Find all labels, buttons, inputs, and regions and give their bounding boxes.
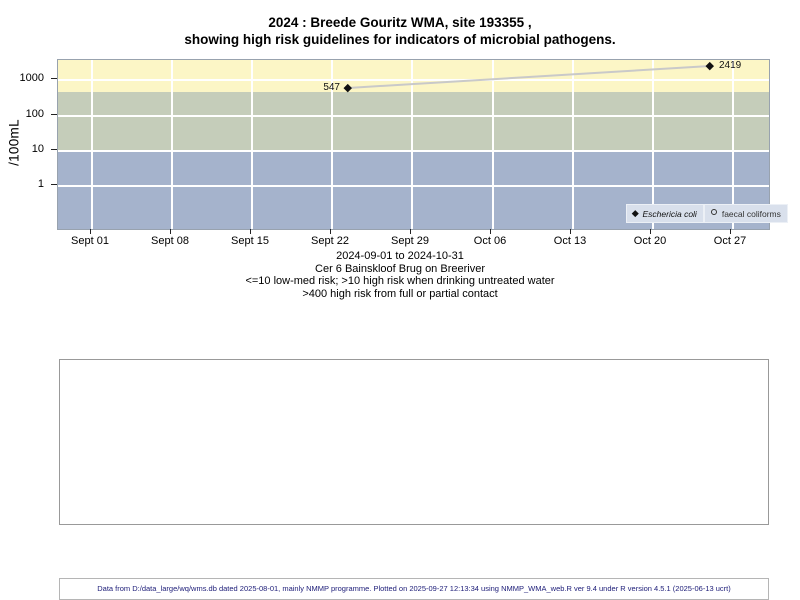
x-tick	[330, 229, 331, 234]
chart-title-line1: 2024 : Breede Gouritz WMA, site 193355 ,	[268, 15, 532, 30]
open-circle-icon	[710, 208, 717, 215]
comment-box	[59, 359, 769, 525]
y-tick-label: 1	[37, 178, 44, 190]
gridline-vertical	[171, 60, 173, 229]
y-tick-label: 1000	[19, 72, 44, 84]
risk-band-high	[58, 60, 769, 92]
x-tick-label: Oct 20	[633, 235, 667, 247]
x-tick	[170, 229, 171, 234]
chart-title: 2024 : Breede Gouritz WMA, site 193355 ,…	[0, 14, 800, 48]
legend-entry-ecoli: Eschericia coli	[626, 204, 704, 223]
x-tick	[650, 229, 651, 234]
gridline-vertical	[732, 60, 734, 229]
footer-box: Data from D:/data_large/wq/wms.db dated …	[59, 578, 769, 600]
x-tick-label: Oct 13	[553, 235, 587, 247]
chart-title-line2: showing high risk guidelines for indicat…	[184, 32, 616, 47]
y-tick-label: 100	[25, 108, 44, 120]
gridline-vertical	[251, 60, 253, 229]
x-tick-label: Sept 29	[391, 235, 429, 247]
footer-text: Data from D:/data_large/wq/wms.db dated …	[97, 584, 731, 593]
legend-entry-faecal-coliforms: faecal coliforms	[703, 204, 788, 223]
gridline-vertical	[652, 60, 654, 229]
gridline-vertical	[91, 60, 93, 229]
data-point-label: 2419	[719, 60, 742, 71]
legend-label-faecal-coliforms: faecal coliforms	[721, 208, 781, 219]
x-tick	[250, 229, 251, 234]
caption-date-range: 2024-09-01 to 2024-10-31	[336, 250, 464, 262]
caption-site-name: Cer 6 Bainskloof Brug on Breeriver	[315, 262, 485, 275]
gridline-horizontal	[58, 185, 769, 187]
gridline-horizontal	[58, 150, 769, 152]
x-tick	[410, 229, 411, 234]
x-tick-label: Oct 06	[473, 235, 507, 247]
x-tick	[570, 229, 571, 234]
x-tick	[490, 229, 491, 234]
gridline-horizontal	[58, 79, 769, 81]
plot-panel: 547 2419 Eschericia coli faecal coliform…	[57, 59, 788, 230]
gridline-vertical	[411, 60, 413, 229]
series-line	[347, 65, 711, 89]
y-tick	[51, 114, 57, 115]
gridline-vertical	[572, 60, 574, 229]
gridline-vertical	[492, 60, 494, 229]
caption-risk-note-2: >400 high risk from full or partial cont…	[302, 287, 498, 300]
y-tick	[51, 78, 57, 79]
x-tick	[90, 229, 91, 234]
y-tick	[51, 149, 57, 150]
chart-caption: 2024-09-01 to 2024-10-31 Cer 6 Bainskloo…	[0, 250, 800, 300]
legend-label-ecoli: Eschericia coli	[642, 208, 697, 219]
x-tick-label: Sept 22	[311, 235, 349, 247]
gridline-horizontal	[58, 115, 769, 117]
caption-risk-note-1: <=10 low-med risk; >10 high risk when dr…	[245, 275, 555, 287]
y-tick-label: 10	[31, 143, 44, 155]
x-tick-label: Sept 15	[231, 235, 269, 247]
chart-legend: Eschericia coli faecal coliforms	[626, 204, 788, 223]
risk-band-medium	[58, 92, 769, 150]
data-point-label: 547	[323, 82, 340, 93]
gridline-vertical	[331, 60, 333, 229]
y-tick	[51, 184, 57, 185]
x-tick-label: Oct 27	[713, 235, 747, 247]
x-tick	[730, 229, 731, 234]
filled-diamond-icon	[632, 210, 639, 217]
x-tick-label: Sept 01	[71, 235, 109, 247]
x-tick-label: Sept 08	[151, 235, 189, 247]
